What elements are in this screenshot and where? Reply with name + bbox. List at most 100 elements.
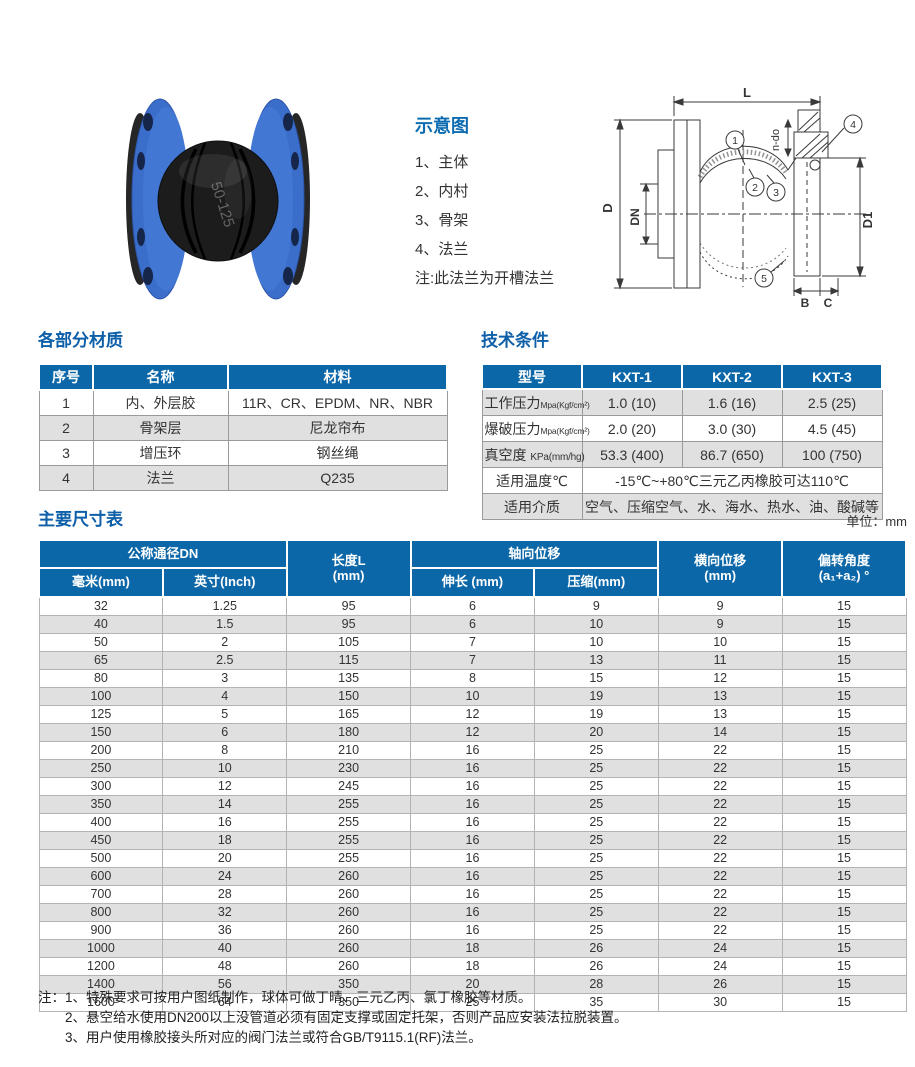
bellows-ply-hatch bbox=[697, 149, 790, 179]
cell-elongation: 16 bbox=[410, 903, 535, 922]
cell-dn-inch: 36 bbox=[162, 921, 288, 940]
cell-length: 105 bbox=[286, 633, 412, 652]
cell-deflection: 15 bbox=[781, 723, 907, 742]
cell-elongation: 6 bbox=[410, 615, 535, 634]
materials-row: 4 法兰 Q235 bbox=[38, 465, 448, 491]
cell-compression: 28 bbox=[533, 975, 659, 994]
value-kxt1: 1.0 (10) bbox=[581, 388, 683, 416]
cell-deflection: 15 bbox=[781, 993, 907, 1012]
cell-seq: 3 bbox=[38, 440, 94, 466]
header-mm: 毫米(mm) bbox=[38, 567, 164, 598]
cell-dn-mm: 250 bbox=[38, 759, 164, 778]
cell-elongation: 7 bbox=[410, 633, 535, 652]
bolt-hole bbox=[137, 228, 145, 246]
burst-pressure-row: 爆破压力Mpa(Kgf/cm²) 2.0 (20) 3.0 (30) 4.5 (… bbox=[481, 415, 883, 442]
cell-elongation: 16 bbox=[410, 885, 535, 904]
tech-title: 技术条件 bbox=[481, 331, 549, 350]
cell-length: 95 bbox=[286, 596, 412, 616]
dim-label-D: D bbox=[600, 203, 615, 212]
col-header-model: 型号 bbox=[481, 363, 583, 390]
footnote-line: 3、用户使用橡胶接头所对应的阀门法兰或符合GB/T9115.1(RF)法兰。 bbox=[65, 1030, 482, 1045]
arrow bbox=[830, 287, 840, 295]
cell-dn-inch: 64 bbox=[162, 993, 288, 1012]
cell-lateral: 9 bbox=[657, 615, 783, 634]
materials-row: 3 增压环 钢丝绳 bbox=[38, 440, 448, 466]
retainer-ring bbox=[809, 159, 821, 171]
value-kxt2: 86.7 (650) bbox=[681, 441, 783, 468]
dim-label-D1: D1 bbox=[860, 212, 875, 229]
header-axial-group: 轴向位移 bbox=[409, 539, 660, 569]
dimension-row: 150 6 180 12 20 14 15 bbox=[38, 723, 907, 742]
cell-deflection: 15 bbox=[781, 669, 907, 688]
cell-deflection: 15 bbox=[781, 651, 907, 670]
cell-lateral: 22 bbox=[657, 741, 783, 760]
cell-elongation: 18 bbox=[410, 957, 535, 976]
cell-lateral: 22 bbox=[657, 885, 783, 904]
cell-length: 180 bbox=[286, 723, 412, 742]
header-length: 长度L (mm) bbox=[285, 539, 412, 598]
dim-label-DN: DN bbox=[628, 208, 642, 225]
header-inch: 英寸(Inch) bbox=[161, 567, 288, 598]
media-value: 空气、压缩空气、水、海水、热水、油、酸碱等 bbox=[581, 493, 883, 520]
hatch bbox=[795, 133, 821, 157]
cell-lateral: 22 bbox=[657, 849, 783, 868]
cell-elongation: 7 bbox=[410, 651, 535, 670]
materials-table: 序号 名称 材料 1 内、外层胶 11R、CR、EPDM、NR、NBR 2 骨架… bbox=[38, 363, 448, 491]
bolt-hole bbox=[143, 267, 153, 285]
cell-dn-mm: 50 bbox=[38, 633, 164, 652]
bellows-lower-arc bbox=[699, 251, 789, 280]
cell-length: 260 bbox=[286, 939, 412, 958]
cell-dn-inch: 1.25 bbox=[162, 596, 288, 616]
callout-3-number: 3 bbox=[773, 187, 779, 199]
cell-deflection: 15 bbox=[781, 596, 907, 616]
dimension-row: 40 1.5 95 6 10 9 15 bbox=[38, 615, 907, 634]
legend-title: 示意图 bbox=[415, 116, 469, 136]
cell-lateral: 11 bbox=[657, 651, 783, 670]
header-lateral: 横向位移 (mm) bbox=[657, 539, 784, 598]
footnotes: 注：1、特殊要求可按用户图纸制作，球体可做丁晴、三元乙丙、氯丁橡胶等材质。 2、悬… bbox=[38, 988, 908, 1048]
dim-label-L: L bbox=[743, 85, 751, 100]
arrow bbox=[672, 98, 684, 106]
leader bbox=[737, 148, 746, 166]
col-header-seq: 序号 bbox=[38, 363, 94, 391]
cell-dn-mm: 1400 bbox=[38, 975, 164, 994]
bolt-hole bbox=[291, 152, 299, 170]
cell-dn-mm: 500 bbox=[38, 849, 164, 868]
cell-name: 骨架层 bbox=[92, 415, 229, 441]
value-kxt3: 100 (750) bbox=[781, 441, 883, 468]
cell-lateral: 26 bbox=[657, 975, 783, 994]
cell-deflection: 15 bbox=[781, 921, 907, 940]
cell-dn-inch: 28 bbox=[162, 885, 288, 904]
dimension-row: 800 32 260 16 25 22 15 bbox=[38, 903, 907, 922]
dimension-row: 1000 40 260 18 26 24 15 bbox=[38, 939, 907, 958]
tech-table-body: 工作压力Mpa(Kgf/cm²) 1.0 (10) 1.6 (16) 2.5 (… bbox=[481, 388, 883, 520]
arrow bbox=[616, 278, 624, 290]
cell-length: 135 bbox=[286, 669, 412, 688]
row-label-unit: Mpa(Kgf/cm²) bbox=[540, 425, 590, 436]
cell-length: 255 bbox=[286, 831, 412, 850]
cell-dn-mm: 800 bbox=[38, 903, 164, 922]
cell-elongation: 16 bbox=[410, 777, 535, 796]
cell-compression: 19 bbox=[533, 687, 659, 706]
dim-label-B: B bbox=[801, 296, 810, 310]
cell-compression: 26 bbox=[533, 957, 659, 976]
footnote-line: 2、悬空给水使用DN200以上没管道必须有固定支撑或固定托架，否则产品应安装法拉… bbox=[65, 1010, 628, 1025]
cell-elongation: 16 bbox=[410, 795, 535, 814]
callout-1-number: 1 bbox=[732, 135, 738, 147]
cell-length: 260 bbox=[286, 903, 412, 922]
dimension-row: 100 4 150 10 19 13 15 bbox=[38, 687, 907, 706]
cell-length: 95 bbox=[286, 615, 412, 634]
legend-items: 1、主体 2、内村 3、骨架 4、法兰 bbox=[415, 148, 615, 264]
callout-2 bbox=[745, 177, 765, 197]
cell-length: 115 bbox=[286, 651, 412, 670]
cell-deflection: 15 bbox=[781, 849, 907, 868]
cell-length: 230 bbox=[286, 759, 412, 778]
arrow bbox=[792, 287, 802, 295]
col-header-kxt3: KXT-3 bbox=[781, 363, 883, 390]
header-length-line2: (mm) bbox=[332, 567, 365, 583]
cell-lateral: 22 bbox=[657, 867, 783, 886]
cell-deflection: 15 bbox=[781, 633, 907, 652]
cell-dn-mm: 900 bbox=[38, 921, 164, 940]
cell-dn-inch: 8 bbox=[162, 741, 288, 760]
col-header-material: 材料 bbox=[227, 363, 448, 391]
